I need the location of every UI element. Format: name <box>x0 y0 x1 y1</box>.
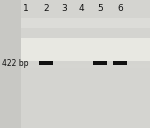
Bar <box>21 65 150 67</box>
Text: 2: 2 <box>43 4 49 13</box>
Bar <box>21 63 150 64</box>
Bar <box>21 0 150 128</box>
Bar <box>21 60 150 61</box>
Bar <box>93 61 107 65</box>
Text: 3: 3 <box>61 4 67 13</box>
Bar <box>21 18 150 28</box>
Bar <box>39 61 53 65</box>
Bar <box>21 61 150 63</box>
Text: 5: 5 <box>97 4 103 13</box>
Text: 1: 1 <box>23 4 29 13</box>
Bar <box>21 67 150 68</box>
Bar <box>113 61 127 65</box>
Bar <box>21 38 150 61</box>
Text: 6: 6 <box>117 4 123 13</box>
Text: 422 bp: 422 bp <box>2 59 28 68</box>
Bar <box>21 64 150 65</box>
Text: 4: 4 <box>79 4 85 13</box>
